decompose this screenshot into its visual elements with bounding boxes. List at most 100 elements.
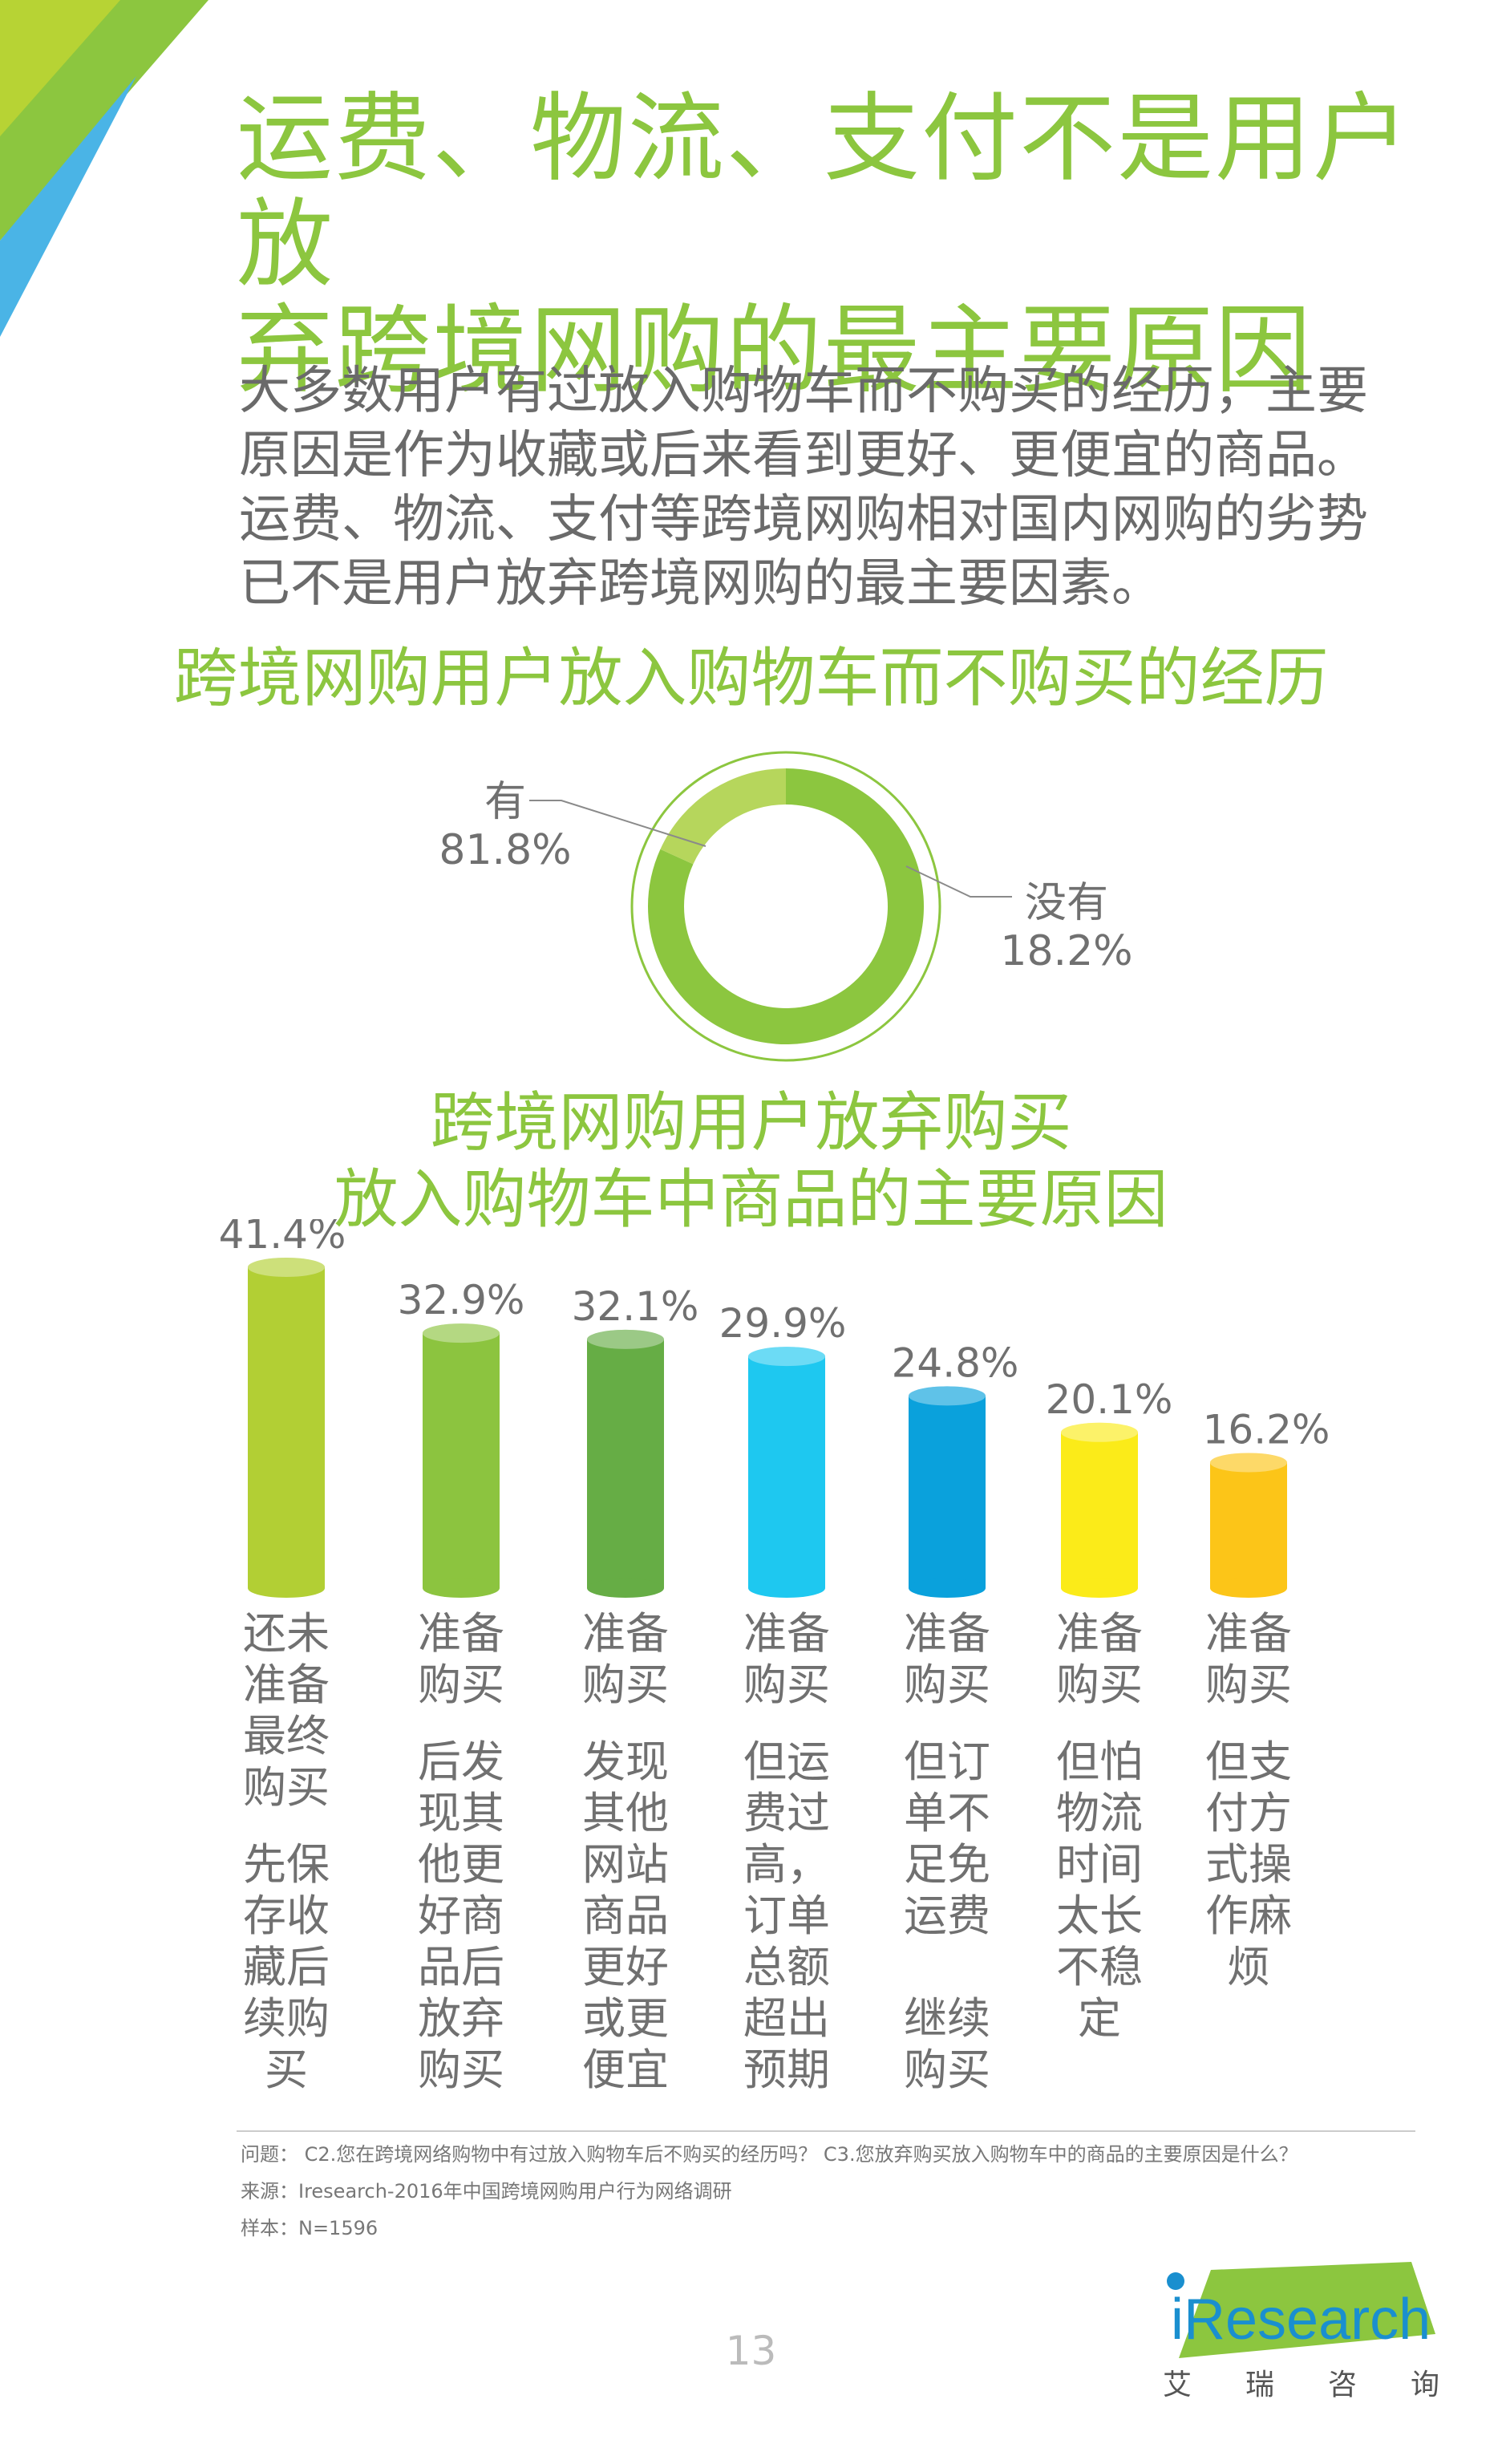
bar-body (748, 1356, 825, 1588)
bar-category-label-top: 准备 购买 (1056, 1608, 1143, 1710)
page-title: 运费、物流、支付不是用户放 弃跨境网购的最主要原因 (237, 87, 1439, 404)
bar-category-label-bottom: 但运 费过 高， 订单 总额 超出 预期 (743, 1737, 830, 2095)
bar-cap-highlight (248, 1258, 325, 1277)
footer-divider (237, 2130, 1415, 2132)
bar (748, 1347, 825, 1598)
bar-body (423, 1333, 500, 1588)
bar-cap-highlight (748, 1347, 825, 1367)
bar-base (248, 1578, 325, 1598)
bar-value-label: 32.9% (398, 1277, 525, 1323)
bar-cap (1210, 1453, 1287, 1473)
logo-subtitle-char: 咨 (1327, 2369, 1357, 2401)
bar-base (748, 1578, 825, 1598)
bar-value-label: 41.4% (219, 1219, 346, 1258)
bar-base (1061, 1578, 1138, 1598)
pie-label-no-name: 没有 (1024, 879, 1108, 927)
bar-category-label: 准备 购买但怕 物流 时间 太长 不稳 定 (1047, 1608, 1152, 2045)
iresearch-logo: iResearch (1167, 2262, 1435, 2358)
bar (587, 1329, 664, 1598)
bar-chart-title: 跨境网购用户放弃购买 放入购物车中商品的主要原因 (0, 1084, 1502, 1238)
bar-category-label-top: 准备 购买 (582, 1608, 669, 1710)
bar-category-label-bottom: 发现 其他 网站 商品 更好 或更 便宜 (582, 1737, 669, 2095)
bar (423, 1323, 500, 1598)
bar-body (587, 1339, 664, 1588)
bar (248, 1258, 325, 1598)
label-gap (895, 1711, 999, 1737)
pie-label-no-value: 18.2% (1000, 927, 1133, 975)
bar (909, 1386, 986, 1598)
logo-subtitle-char: 询 (1410, 2369, 1439, 2401)
bar-category-label-bottom: 但支 付方 式操 作麻 烦 (1205, 1737, 1292, 1992)
bar (1061, 1422, 1138, 1598)
label-gap (1047, 1711, 1152, 1737)
logo-text: iResearch (1171, 2288, 1431, 2352)
bar-category-label-top: 准备 购买 (1205, 1608, 1292, 1710)
bar-cap (1061, 1422, 1138, 1442)
pie-label-yes: 有 81.8% (433, 778, 577, 874)
bar-category-label: 准备 购买但订 单不 足免 运费 继续 购买 (895, 1608, 999, 2096)
page-title-line: 弃跨境网购的最主要原因 (237, 295, 1313, 407)
bar-category-label-bottom: 后发 现其 他更 好商 品后 放弃 购买 (418, 1737, 504, 2095)
bar-chart-title-line: 放入购物车中商品的主要原因 (334, 1162, 1168, 1237)
intro-line: 已不是用户放弃跨境网购的最主要因素。 (239, 554, 1163, 614)
bar-value-label: 24.8% (892, 1339, 1019, 1386)
bar-base (587, 1578, 664, 1598)
footer-sample: 样本：N=1596 (241, 2217, 379, 2239)
bar-body (909, 1396, 986, 1588)
bar-value-label: 29.9% (719, 1300, 847, 1347)
pie-label-yes-name: 有 (484, 778, 526, 826)
intro-line: 运费、物流、支付等跨境网购相对国内网购的劣势 (239, 490, 1368, 549)
bar-chart: 41.4% 32.9% 32.1% 29.9% 24.8% 20.1% 16.2% (219, 1219, 1330, 1598)
page-number: 13 (725, 2328, 777, 2374)
bar-cap (248, 1258, 325, 1277)
bar-value-label: 32.1% (572, 1283, 699, 1330)
bar-category-label-top: 准备 购买 (418, 1608, 504, 1710)
bar-category-label: 还未 准备 最终 购买先保 存收 藏后 续购 买 (234, 1608, 338, 2096)
bar-category-label-top: 准备 购买 (904, 1608, 990, 1710)
intro-line: 原因是作为收藏或后来看到更好、更便宜的商品。 (239, 426, 1368, 485)
bar-category-label: 准备 购买发现 其他 网站 商品 更好 或更 便宜 (573, 1608, 678, 2096)
donut-chart-title: 跨境网购用户放入购物车而不购买的经历 (173, 641, 1329, 715)
bar-cap-highlight (587, 1329, 664, 1349)
intro-line: 大多数用户有过放入购物车而不购买的经历，主要 (239, 362, 1368, 421)
pie-label-no: 没有 18.2% (994, 879, 1139, 975)
bar-category-label-top: 准备 购买 (743, 1608, 830, 1710)
corner-decoration (0, 0, 208, 337)
bar-body (1210, 1462, 1287, 1588)
donut-outline (630, 751, 941, 1062)
bar-category-label: 准备 购买但支 付方 式操 作麻 烦 (1196, 1608, 1301, 1993)
bar-cap-highlight (909, 1386, 986, 1406)
donut-slice (660, 768, 786, 865)
label-gap (234, 1814, 338, 1839)
footer-source: 来源：Iresearch-2016年中国跨境网购用户行为网络调研 (241, 2180, 732, 2203)
bar-body (248, 1267, 325, 1588)
bar-base (1210, 1578, 1287, 1598)
label-gap (573, 1711, 678, 1737)
bar-base (423, 1578, 500, 1598)
bar-category-label-top: 还未 准备 最终 购买 (243, 1608, 330, 1813)
pie-label-yes-value: 81.8% (439, 826, 572, 874)
page-title-line: 运费、物流、支付不是用户放 (237, 83, 1411, 301)
bar-base (909, 1578, 986, 1598)
bar-category-label-bottom: 但怕 物流 时间 太长 不稳 定 (1056, 1737, 1143, 2044)
label-gap (1196, 1711, 1301, 1737)
logo-subtitle-char: 瑞 (1245, 2369, 1274, 2401)
bar-category-label: 准备 购买后发 现其 他更 好商 品后 放弃 购买 (409, 1608, 513, 2096)
bar (1210, 1453, 1287, 1598)
bar-cap (423, 1323, 500, 1343)
intro-paragraph: 大多数用户有过放入购物车而不购买的经历，主要 原因是作为收藏或后来看到更好、更便… (239, 359, 1442, 616)
bar-category-label-bottom: 先保 存收 藏后 续购 买 (243, 1839, 330, 2095)
bar-chart-title-line: 跨境网购用户放弃购买 (430, 1085, 1072, 1160)
bar-cap-highlight (423, 1323, 500, 1343)
bar-category-label-bottom: 但订 单不 足免 运费 继续 购买 (904, 1737, 990, 2095)
bar-cap (587, 1329, 664, 1349)
logo-subtitle-char: 艾 (1163, 2369, 1192, 2401)
footer-question: 问题： C2.您在跨境网络购物中有过放入购物车后不购买的经历吗？ C3.您放弃购… (241, 2143, 1298, 2166)
bar-value-label: 16.2% (1203, 1406, 1330, 1453)
bar-body (1061, 1432, 1138, 1588)
label-gap (409, 1711, 513, 1737)
bar-cap (748, 1347, 825, 1367)
bar-value-label: 20.1% (1046, 1376, 1173, 1423)
bar-category-label: 准备 购买但运 费过 高， 订单 总额 超出 预期 (735, 1608, 839, 2096)
label-gap (735, 1711, 839, 1737)
